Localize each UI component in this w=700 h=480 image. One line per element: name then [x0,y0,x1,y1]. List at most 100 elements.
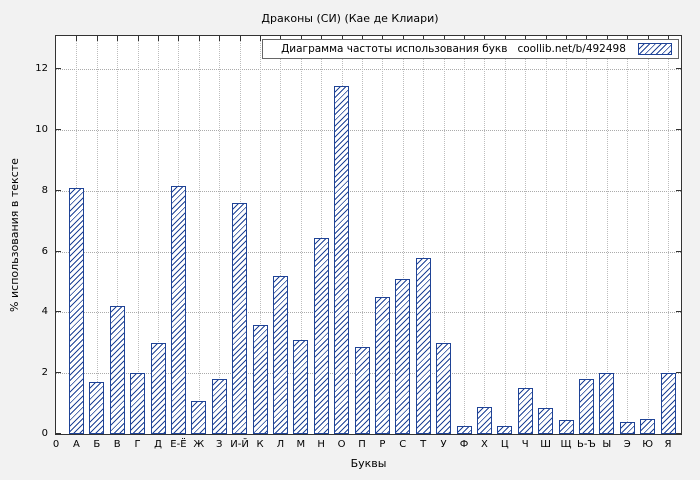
bar [660,373,676,434]
gridline-h [56,312,681,314]
y-tick [56,250,61,252]
legend-label: Диаграмма частоты использования букв [281,43,508,55]
x-tick [341,36,343,41]
x-tick [117,36,119,41]
x-tick-label: Щ [560,439,572,450]
bar [68,187,84,434]
bar [252,324,268,434]
x-tick-label: Д [154,439,162,450]
x-tick-label: Э [623,439,631,450]
gridline-v [504,36,506,434]
x-tick-label: Е-Ё [170,439,187,450]
bar [109,306,125,434]
x-tick [647,36,649,41]
x-tick [137,36,139,41]
gridline-v [198,36,200,434]
bar [313,238,329,434]
x-tick [321,36,323,41]
gridline-v [423,36,425,434]
x-tick [280,36,282,41]
bar [436,342,452,434]
gridline-v [280,36,282,434]
bar [191,400,207,434]
gridline-v [158,36,159,434]
bar [89,382,105,434]
bar [130,373,146,434]
y-tick-label: 0 [41,428,48,439]
y-tick [676,433,681,434]
y-tick [676,372,681,374]
gridline-v [382,36,384,434]
x-tick [606,36,608,41]
gridline-v [566,36,567,434]
bar [334,86,350,434]
x-tick-label: К [256,439,264,450]
x-tick [300,36,302,41]
y-tick [56,68,61,70]
x-tick-label: Б [93,439,101,450]
gridline-v [484,36,486,434]
gridline-h [56,251,681,253]
legend: Диаграмма частоты использования букв cool… [262,39,679,59]
y-tick-label: 6 [41,245,48,257]
gridline-v [137,36,139,434]
bar [150,342,166,434]
y-tick [56,189,61,191]
gridline-v [627,36,629,434]
bar [395,279,411,434]
y-tick [56,311,61,313]
bar [558,420,574,434]
y-tick [56,129,61,131]
gridline-h [56,69,681,71]
x-tick [198,36,200,41]
x-tick [423,36,425,41]
gridline-v [545,36,547,434]
bar [456,426,472,434]
x-tick [566,36,567,41]
plot-area: Диаграмма частоты использования букв cool… [55,35,682,435]
gridline-h [56,190,681,192]
x-tick [382,36,384,41]
x-tick [402,36,404,41]
gridline-v [668,36,669,434]
x-tick [362,36,363,41]
x-tick [525,36,527,41]
x-tick-label: С [399,439,407,450]
gridline-v [464,36,465,434]
x-tick [96,36,98,41]
x-tick-label: П [358,439,366,450]
bar [640,418,656,434]
bar [211,379,227,434]
bar [578,379,594,434]
y-tick [676,68,681,70]
x-axis-label: Буквы [350,457,387,470]
x-tick [158,36,159,41]
chart-title: Драконы (СИ) (Кае де Клиари) [261,12,439,25]
x-tick-label: Р [379,439,386,450]
x-tick-label: О [337,439,346,450]
bar [272,276,288,434]
x-tick-label: У [440,439,447,450]
gridline-v [402,36,404,434]
y-tick-label: 12 [35,63,48,75]
x-tick-label: И-Й [230,439,249,450]
gridline-v [525,36,527,434]
y-tick-label: 4 [41,306,48,318]
x-tick-label: Ю [642,439,653,450]
y-tick-label: 2 [41,367,48,379]
x-tick-label: 0 [52,439,60,450]
x-tick [76,36,78,41]
x-tick-label: Ж [193,439,205,450]
x-tick-label: Ш [540,439,551,450]
x-tick [586,36,588,41]
x-tick-label: З [215,439,223,450]
x-tick-label: М [296,439,306,450]
gridline-v [300,36,302,434]
bar [170,186,186,434]
gridline-v [96,36,98,434]
gridline-v [219,36,221,434]
bar [599,373,615,434]
gridline-v [606,36,608,434]
x-tick-label: Ф [459,439,469,450]
